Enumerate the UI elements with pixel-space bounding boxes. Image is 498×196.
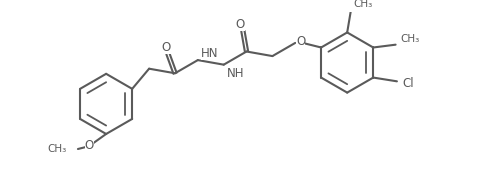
Text: HN: HN: [201, 47, 218, 60]
Text: NH: NH: [227, 67, 244, 80]
Text: O: O: [236, 18, 245, 31]
Text: O: O: [161, 41, 171, 54]
Text: Cl: Cl: [402, 77, 414, 90]
Text: O: O: [85, 139, 94, 152]
Text: CH₃: CH₃: [354, 0, 373, 8]
Text: O: O: [296, 34, 305, 48]
Text: CH₃: CH₃: [47, 144, 67, 154]
Text: CH₃: CH₃: [400, 34, 419, 44]
